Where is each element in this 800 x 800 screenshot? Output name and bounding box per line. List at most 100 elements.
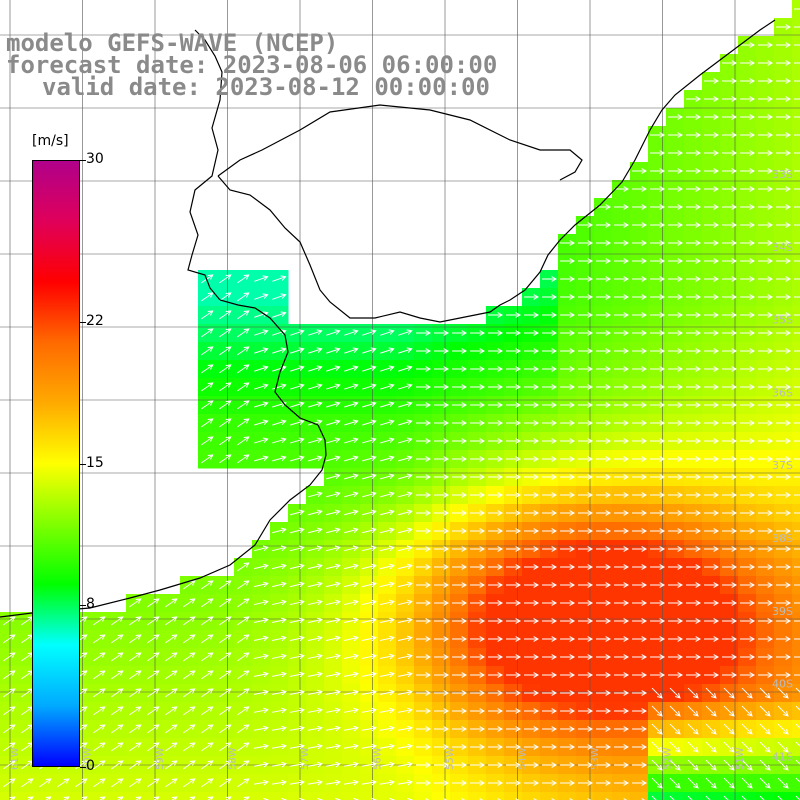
wind-arrow [146, 706, 160, 716]
wind-arrow [686, 672, 702, 678]
wind-arrow [650, 150, 666, 156]
wind-arrow [776, 474, 792, 480]
wind-arrow [398, 743, 413, 750]
wind-arrow [362, 365, 377, 372]
wind-arrow [236, 382, 250, 392]
wind-arrow [290, 761, 305, 768]
wind-arrow [722, 276, 738, 282]
wind-arrow [56, 778, 70, 788]
wind-arrow [254, 599, 269, 606]
wind-arrow [164, 616, 178, 626]
wind-arrow [182, 760, 196, 770]
wind-arrow [416, 438, 432, 444]
wind-arrow [776, 438, 792, 444]
wind-arrow [686, 150, 702, 156]
wind-arrow [758, 42, 774, 48]
wind-arrow [740, 492, 756, 498]
wind-arrow [722, 60, 738, 66]
wind-arrow [74, 760, 88, 770]
wind-arrow [614, 258, 630, 264]
wind-arrow [614, 186, 630, 192]
wind-arrow [632, 258, 648, 264]
wind-arrow [542, 474, 558, 480]
wind-arrow [758, 114, 774, 120]
wind-arrow [506, 456, 522, 462]
wind-arrow [326, 419, 341, 426]
wind-arrow [236, 418, 250, 428]
wind-arrow [452, 618, 468, 624]
wind-arrow [542, 600, 558, 606]
wind-arrow [452, 366, 468, 372]
wind-arrow [758, 564, 774, 570]
wind-arrow [92, 670, 106, 680]
wind-arrow [398, 671, 413, 678]
wind-arrow [777, 795, 783, 800]
wind-arrow [308, 581, 323, 588]
wind-arrow [272, 527, 287, 534]
wind-arrow [344, 707, 359, 714]
wind-cell [216, 792, 235, 800]
wind-arrow [668, 276, 684, 282]
wind-arrow [110, 724, 124, 734]
wind-cell [126, 792, 145, 800]
wind-arrow [434, 420, 450, 426]
wind-arrow [254, 329, 269, 336]
wind-arrow [650, 456, 666, 462]
wind-arrow [650, 168, 666, 174]
wind-arrow [632, 294, 648, 300]
wind-arrow [236, 562, 250, 572]
wind-arrow [290, 635, 305, 642]
wind-arrow [398, 725, 413, 732]
wind-arrow [290, 581, 305, 588]
wind-arrow [218, 382, 232, 392]
wind-arrow [488, 492, 504, 498]
wind-arrow [416, 456, 432, 462]
wind-arrow [794, 602, 800, 604]
wind-arrow [479, 798, 484, 800]
wind-arrow [776, 618, 792, 624]
wind-arrow [668, 186, 684, 192]
wind-arrow [614, 420, 630, 426]
wind-arrow [740, 474, 756, 480]
wind-arrow [452, 654, 468, 660]
wind-arrow [795, 705, 800, 711]
wind-cell [774, 792, 793, 800]
wind-arrow [776, 492, 792, 498]
wind-arrow [651, 723, 663, 735]
wind-arrow [128, 778, 142, 788]
wind-arrow [272, 707, 287, 714]
wind-arrow [434, 600, 450, 606]
wind-arrow [578, 726, 594, 732]
wind-arrow [380, 545, 395, 552]
wind-arrow [758, 528, 774, 534]
wind-arrow [110, 616, 124, 626]
wind-arrow [524, 456, 540, 462]
wind-arrow [668, 348, 684, 354]
wind-arrow [650, 420, 666, 426]
wind-arrow [326, 473, 341, 480]
wind-arrow [254, 455, 269, 462]
wind-arrow [362, 707, 377, 714]
wind-arrow [200, 310, 214, 320]
wind-arrow [182, 598, 196, 608]
wind-arrow [380, 779, 395, 786]
wind-arrow [380, 329, 395, 336]
wind-arrow [740, 168, 756, 174]
wind-arrow [623, 798, 628, 800]
wind-arrow [380, 509, 395, 516]
wind-arrow [722, 456, 738, 462]
wind-arrow [470, 582, 486, 588]
wind-arrow [542, 582, 558, 588]
wind-arrow [416, 564, 432, 570]
wind-arrow [560, 420, 576, 426]
wind-arrow [380, 473, 395, 480]
wind-arrow [686, 312, 702, 318]
wind-arrow [326, 563, 341, 570]
wind-arrow [290, 779, 305, 786]
wind-arrow [705, 759, 717, 771]
wind-arrow [236, 652, 250, 662]
wind-arrow [398, 419, 413, 426]
wind-arrow [470, 564, 486, 570]
wind-arrow [362, 347, 377, 354]
